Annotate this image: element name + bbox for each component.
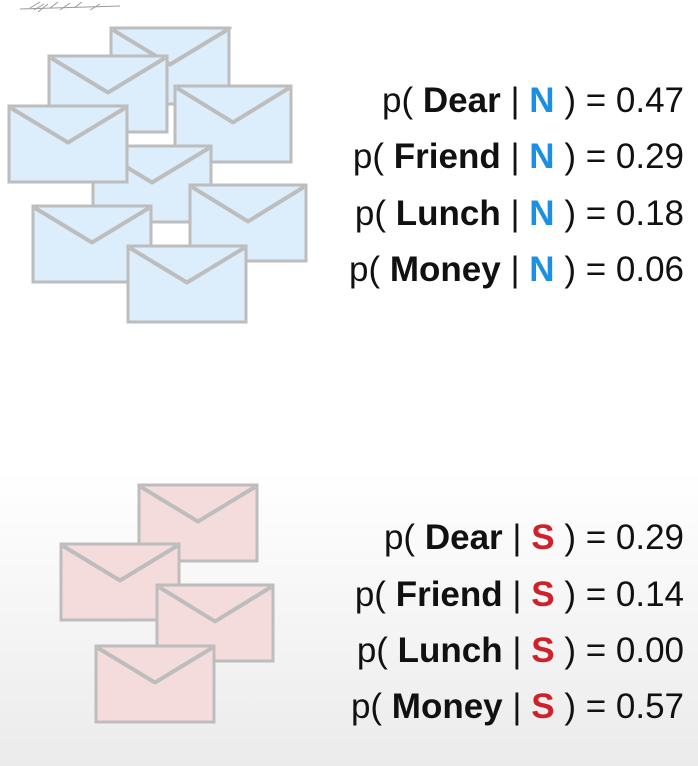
word-term: Money: [389, 250, 501, 289]
class-label: S: [531, 575, 555, 614]
word-term: Lunch: [395, 194, 501, 233]
probability-row: p( Money | S ) = 0.57: [351, 687, 684, 727]
probability-value: 0.14: [615, 575, 684, 614]
word-term: Friend: [395, 575, 503, 614]
close-paren-equals: ) =: [564, 631, 607, 670]
word-term: Lunch: [397, 631, 503, 670]
class-label: S: [531, 631, 555, 670]
word-term: Friend: [393, 137, 501, 176]
open-paren: p(: [356, 631, 388, 670]
word-term: Dear: [422, 81, 501, 120]
probability-value: 0.18: [615, 194, 684, 233]
close-paren-equals: ) =: [564, 81, 607, 120]
probability-row: p( Money | N ) = 0.06: [349, 250, 684, 290]
open-paren: p(: [382, 81, 414, 120]
normal-email-pile: [7, 26, 308, 324]
given-bar: |: [512, 631, 522, 670]
given-bar: |: [510, 137, 520, 176]
word-term: Dear: [424, 518, 503, 557]
close-paren-equals: ) =: [564, 518, 607, 557]
envelope-icon: [59, 542, 181, 622]
open-paren: p(: [383, 518, 416, 557]
envelope-icon: [126, 244, 248, 324]
probability-value: 0.00: [615, 631, 684, 670]
probability-value: 0.29: [615, 137, 684, 176]
envelope-icon: [94, 644, 216, 724]
probability-row: p( Friend | N ) = 0.29: [353, 137, 684, 177]
given-bar: |: [512, 518, 522, 557]
probability-value: 0.57: [615, 687, 684, 726]
close-paren-equals: ) =: [564, 687, 607, 726]
close-paren-equals: ) =: [564, 194, 607, 233]
given-bar: |: [512, 687, 522, 726]
close-paren-equals: ) =: [564, 575, 607, 614]
class-label: N: [529, 250, 555, 289]
given-bar: |: [512, 575, 522, 614]
probability-row: p( Dear | S ) = 0.29: [384, 518, 684, 558]
open-paren: p(: [352, 137, 385, 176]
open-paren: p(: [354, 194, 387, 233]
close-paren-equals: ) =: [564, 137, 607, 176]
probability-value: 0.06: [615, 250, 684, 289]
given-bar: |: [510, 81, 520, 120]
close-paren-equals: ) =: [564, 250, 607, 289]
spam-email-pile: [59, 483, 275, 724]
envelope-icon: [7, 104, 129, 184]
envelope-icon: [188, 183, 308, 263]
open-paren: p(: [350, 687, 383, 726]
word-term: Money: [391, 687, 503, 726]
probability-row: p( Friend | S ) = 0.14: [355, 575, 684, 615]
probability-row: p( Lunch | S ) = 0.00: [357, 631, 684, 671]
class-label: S: [531, 518, 555, 557]
probability-value: 0.29: [615, 518, 684, 557]
class-label: N: [529, 194, 555, 233]
class-label: S: [531, 687, 555, 726]
open-paren: p(: [354, 575, 386, 614]
open-paren: p(: [349, 250, 381, 289]
given-bar: |: [510, 250, 520, 289]
probability-value: 0.47: [615, 81, 684, 120]
class-label: N: [529, 137, 555, 176]
probability-row: p( Lunch | N ) = 0.18: [355, 194, 684, 234]
given-bar: |: [510, 194, 520, 233]
probability-row: p( Dear | N ) = 0.47: [382, 81, 684, 121]
class-label: N: [529, 81, 555, 120]
